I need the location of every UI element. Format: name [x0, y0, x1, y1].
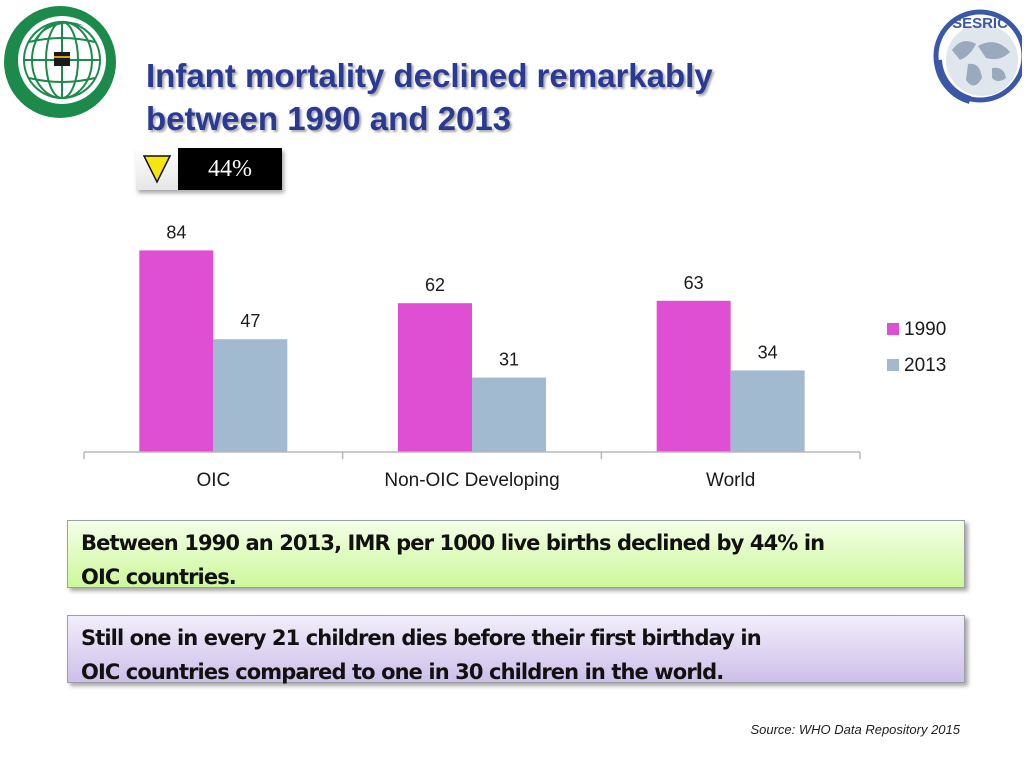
tick-marks — [83, 452, 861, 459]
category-labels: OIC Non-OIC Developing World — [196, 470, 755, 491]
down-triangle-icon — [142, 155, 172, 184]
sesric-logo: SESRIC — [933, 9, 1022, 104]
bar-2013-world — [730, 370, 805, 452]
page-title: Infant mortality declined remarkably bet… — [146, 54, 713, 140]
oic-logo — [4, 6, 116, 118]
legend-label-2013: 2013 — [904, 355, 946, 376]
source-note: Source: WHO Data Repository 2015 — [750, 722, 960, 737]
bar-1990-world — [656, 300, 731, 452]
data-label-1990-oic: 84 — [166, 222, 186, 242]
callout-comparison: Still one in every 21 children dies befo… — [67, 615, 965, 684]
data-label-2013-world: 34 — [758, 342, 778, 362]
bar-1990-non-oic-developing — [398, 303, 472, 452]
category-label-oic: OIC — [196, 470, 230, 491]
data-labels: 84 47 62 31 63 34 — [166, 222, 777, 369]
data-label-1990-world: 63 — [684, 273, 704, 293]
badge-icon-box — [136, 148, 178, 190]
bar-1990-oic — [139, 250, 214, 452]
callout-decline: Between 1990 an 2013, IMR per 1000 live … — [67, 520, 965, 589]
legend-label-1990: 1990 — [904, 319, 946, 340]
sesric-logo-text: SESRIC — [952, 15, 1008, 32]
legend-swatch-2013 — [887, 359, 899, 371]
decline-percent: 44% — [178, 148, 282, 190]
bar-2013-oic — [213, 339, 288, 452]
callout-comparison-line-1: Still one in every 21 children dies befo… — [81, 626, 762, 650]
decline-badge: 44% — [136, 148, 282, 190]
callout-decline-line-1: Between 1990 an 2013, IMR per 1000 live … — [81, 531, 825, 555]
title-line-2: between 1990 and 2013 — [146, 100, 512, 137]
data-label-2013-non-oic-developing: 31 — [499, 350, 519, 370]
category-label-world: World — [706, 470, 755, 491]
callout-comparison-line-2: OIC countries compared to one in 30 chil… — [81, 660, 724, 684]
bars-layer — [139, 250, 805, 452]
callout-decline-line-2: OIC countries. — [81, 565, 237, 589]
category-label-non-oic-developing: Non-OIC Developing — [384, 470, 559, 491]
legend: 1990 2013 — [887, 319, 946, 376]
bar-2013-non-oic-developing — [472, 377, 546, 452]
title-line-1: Infant mortality declined remarkably — [146, 57, 713, 94]
data-label-2013-oic: 47 — [240, 311, 260, 331]
data-label-1990-non-oic-developing: 62 — [425, 275, 445, 295]
legend-swatch-1990 — [887, 323, 899, 335]
